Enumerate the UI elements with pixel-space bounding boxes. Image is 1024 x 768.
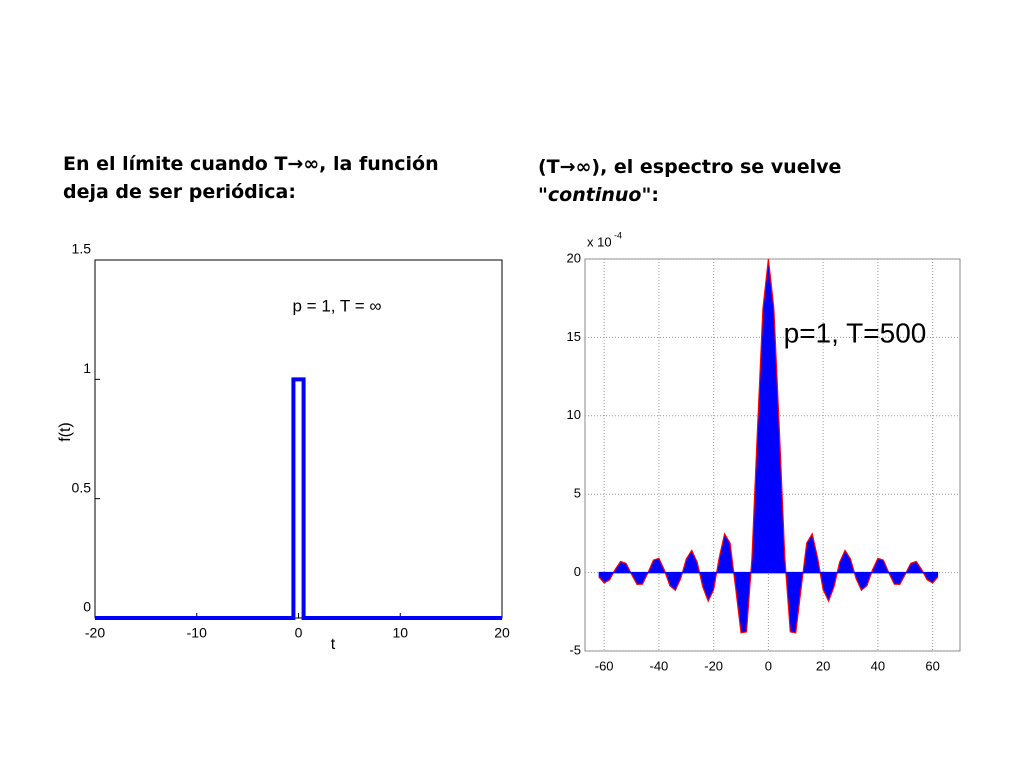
x-tick-label: 20: [494, 625, 510, 641]
x-axis-label: t: [331, 636, 336, 653]
quote: ":: [641, 184, 659, 206]
x-tick-label: 10: [392, 625, 408, 641]
y-tick-label: 20: [567, 250, 581, 265]
text-line: (T→∞), el espectro se vuelve: [538, 156, 842, 178]
data-line: [95, 377, 502, 620]
x-tick-label: -20: [85, 625, 105, 641]
y-tick-label: 1.5: [72, 241, 92, 257]
area-edge: [598, 258, 939, 634]
x-tick-label: 0: [765, 658, 772, 673]
annotation: p=1, T=500: [784, 317, 927, 348]
scale-label: x 10: [587, 234, 612, 249]
y-tick-label: 15: [567, 329, 581, 344]
quote: ": [538, 184, 548, 206]
text-line: En el límite cuando T→∞, la función: [63, 153, 439, 175]
text-line: deja de ser periódica:: [63, 181, 296, 203]
x-tick-label: 40: [871, 658, 885, 673]
emphasis: continuo: [547, 184, 642, 206]
y-tick-label: -5: [569, 642, 581, 657]
y-tick-label: 0: [83, 599, 91, 615]
text-line: "continuo":: [538, 181, 841, 209]
y-tick-label: 0.5: [72, 479, 92, 495]
x-tick-label: 0: [295, 625, 303, 641]
area-fill: [598, 259, 939, 633]
x-tick-label: -20: [704, 658, 723, 673]
y-tick-label: 0: [574, 564, 581, 579]
right-heading: (T→∞), el espectro se vuelve "continuo":: [538, 153, 841, 209]
y-tick-label: 10: [567, 407, 581, 422]
x-tick-label: -60: [595, 658, 614, 673]
y-axis-label: f(t): [57, 422, 74, 442]
annotation: p = 1, T = ∞: [293, 296, 382, 315]
x-tick-label: 60: [925, 658, 939, 673]
scale-exponent: -4: [614, 230, 622, 240]
y-tick-label: 5: [574, 486, 581, 501]
x-tick-label: 20: [816, 658, 830, 673]
plot-frame: [584, 258, 961, 652]
y-tick-label: 1: [83, 360, 91, 376]
x-tick-label: -10: [187, 625, 207, 641]
x-tick-label: -40: [650, 658, 669, 673]
left-heading: En el límite cuando T→∞, la función deja…: [63, 150, 439, 206]
